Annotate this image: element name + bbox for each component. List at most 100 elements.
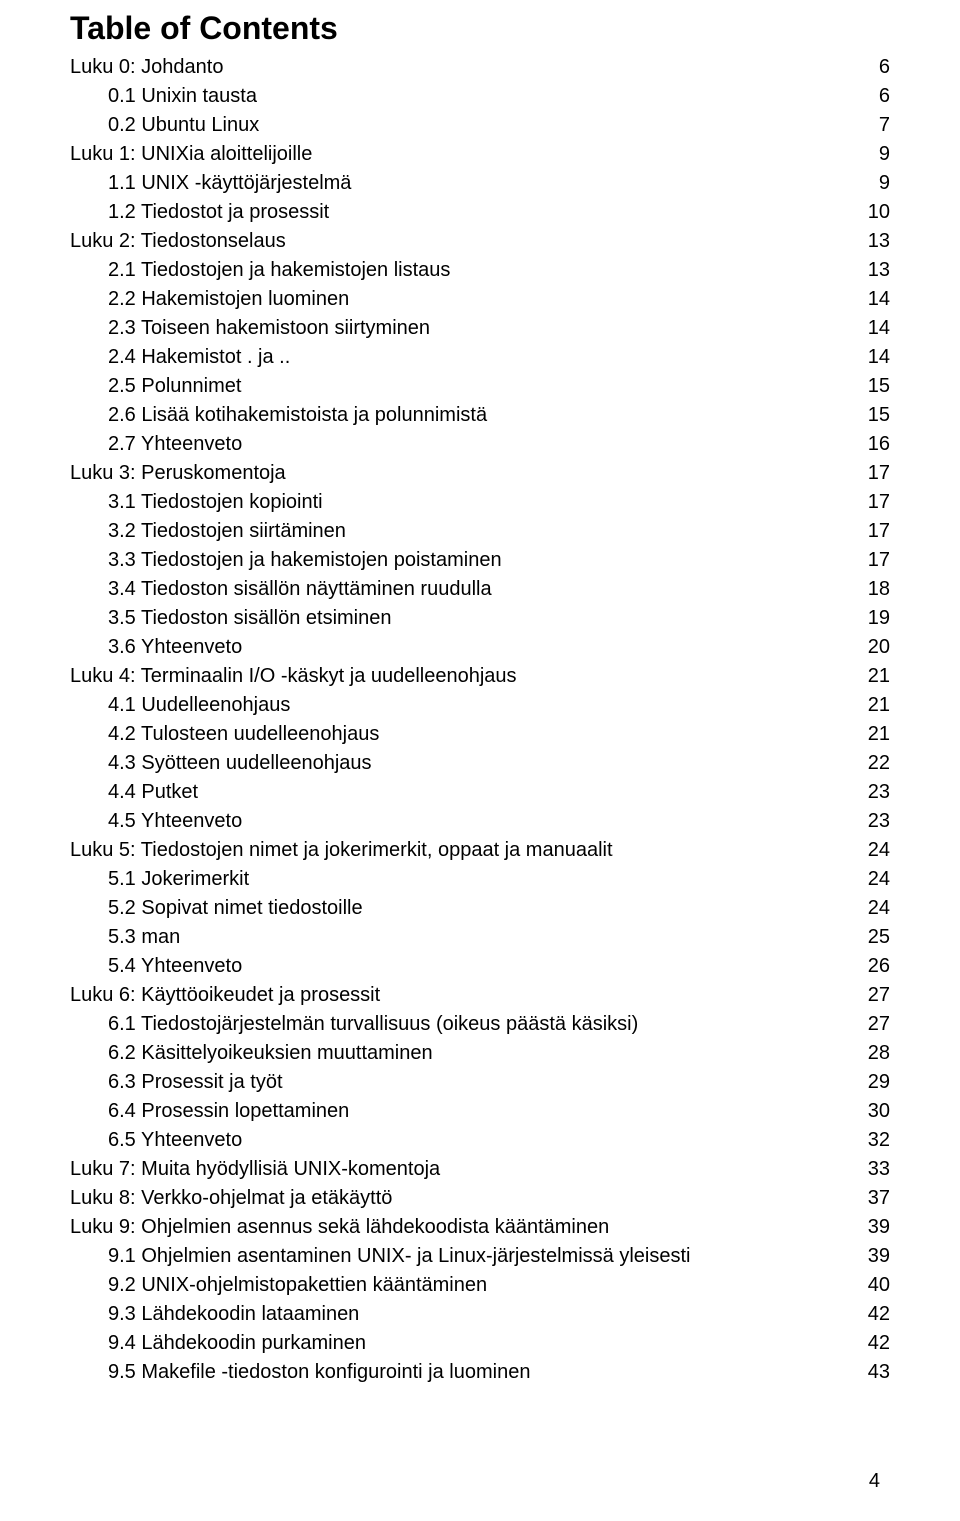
toc-entry-page: 39 bbox=[868, 1242, 890, 1271]
toc-entry-label: 9.3 Lähdekoodin lataaminen bbox=[108, 1300, 359, 1329]
toc-entry[interactable]: 3.5 Tiedoston sisällön etsiminen19 bbox=[70, 604, 890, 633]
toc-entry[interactable]: 3.4 Tiedoston sisällön näyttäminen ruudu… bbox=[70, 575, 890, 604]
toc-entry[interactable]: 2.3 Toiseen hakemistoon siirtyminen14 bbox=[70, 314, 890, 343]
toc-entry[interactable]: Luku 6: Käyttöoikeudet ja prosessit27 bbox=[70, 981, 890, 1010]
toc-entry[interactable]: Luku 1: UNIXia aloittelijoille 9 bbox=[70, 140, 890, 169]
toc-entry-page: 33 bbox=[868, 1155, 890, 1184]
toc-entry[interactable]: 2.1 Tiedostojen ja hakemistojen listaus1… bbox=[70, 256, 890, 285]
toc-entry[interactable]: 1.2 Tiedostot ja prosessit10 bbox=[70, 198, 890, 227]
toc-entry-label: 6.2 Käsittelyoikeuksien muuttaminen bbox=[108, 1039, 433, 1068]
toc-entry[interactable]: Luku 4: Terminaalin I/O -käskyt ja uudel… bbox=[70, 662, 890, 691]
toc-entry[interactable]: 3.3 Tiedostojen ja hakemistojen poistami… bbox=[70, 546, 890, 575]
toc-entry-label: Luku 9: Ohjelmien asennus sekä lähdekood… bbox=[70, 1213, 609, 1242]
toc-entry[interactable]: 6.2 Käsittelyoikeuksien muuttaminen28 bbox=[70, 1039, 890, 1068]
toc-entry[interactable]: 5.1 Jokerimerkit24 bbox=[70, 865, 890, 894]
toc-list: Luku 0: Johdanto 60.1 Unixin tausta60.2 U… bbox=[70, 53, 890, 1387]
toc-entry-label: 6.1 Tiedostojärjestelmän turvallisuus (o… bbox=[108, 1010, 638, 1039]
toc-entry-page: 14 bbox=[868, 314, 890, 343]
toc-entry[interactable]: 3.6 Yhteenveto20 bbox=[70, 633, 890, 662]
toc-entry-page: 25 bbox=[868, 923, 890, 952]
toc-entry[interactable]: 1.1 UNIX -käyttöjärjestelmä9 bbox=[70, 169, 890, 198]
toc-entry-label: 3.4 Tiedoston sisällön näyttäminen ruudu… bbox=[108, 575, 492, 604]
toc-entry-label: 0.2 Ubuntu Linux bbox=[108, 111, 259, 140]
toc-entry-label: 9.1 Ohjelmien asentaminen UNIX- ja Linux… bbox=[108, 1242, 690, 1271]
toc-entry[interactable]: 6.4 Prosessin lopettaminen30 bbox=[70, 1097, 890, 1126]
toc-entry-page: 9 bbox=[879, 140, 890, 169]
toc-entry[interactable]: 5.3 man 25 bbox=[70, 923, 890, 952]
toc-entry[interactable]: 2.7 Yhteenveto16 bbox=[70, 430, 890, 459]
toc-entry[interactable]: Luku 8: Verkko-ohjelmat ja etäkäyttö37 bbox=[70, 1184, 890, 1213]
toc-entry-page: 43 bbox=[868, 1358, 890, 1387]
toc-entry[interactable]: 2.6 Lisää kotihakemistoista ja polunnimi… bbox=[70, 401, 890, 430]
toc-entry-label: 4.2 Tulosteen uudelleenohjaus bbox=[108, 720, 379, 749]
toc-entry-label: 4.4 Putket bbox=[108, 778, 198, 807]
toc-entry-label: 4.5 Yhteenveto bbox=[108, 807, 242, 836]
toc-entry[interactable]: 6.5 Yhteenveto32 bbox=[70, 1126, 890, 1155]
toc-entry-page: 29 bbox=[868, 1068, 890, 1097]
toc-entry[interactable]: 9.1 Ohjelmien asentaminen UNIX- ja Linux… bbox=[70, 1242, 890, 1271]
toc-entry[interactable]: 0.1 Unixin tausta6 bbox=[70, 82, 890, 111]
toc-entry-label: 4.3 Syötteen uudelleenohjaus bbox=[108, 749, 372, 778]
toc-entry[interactable]: Luku 0: Johdanto 6 bbox=[70, 53, 890, 82]
toc-entry-label: 2.7 Yhteenveto bbox=[108, 430, 242, 459]
toc-entry-label: Luku 0: Johdanto bbox=[70, 53, 223, 82]
toc-entry-page: 22 bbox=[868, 749, 890, 778]
toc-entry-label: 2.2 Hakemistojen luominen bbox=[108, 285, 349, 314]
toc-entry-label: 5.4 Yhteenveto bbox=[108, 952, 242, 981]
toc-entry-label: Luku 2: Tiedostonselaus bbox=[70, 227, 286, 256]
toc-entry[interactable]: 5.4 Yhteenveto26 bbox=[70, 952, 890, 981]
toc-entry-label: 5.2 Sopivat nimet tiedostoille bbox=[108, 894, 363, 923]
toc-entry[interactable]: Luku 7: Muita hyödyllisiä UNIX-komentoja… bbox=[70, 1155, 890, 1184]
toc-entry-page: 10 bbox=[868, 198, 890, 227]
toc-entry[interactable]: 4.3 Syötteen uudelleenohjaus 22 bbox=[70, 749, 890, 778]
toc-entry-page: 15 bbox=[868, 372, 890, 401]
toc-entry[interactable]: 9.3 Lähdekoodin lataaminen 42 bbox=[70, 1300, 890, 1329]
toc-entry-page: 18 bbox=[868, 575, 890, 604]
toc-entry[interactable]: 3.2 Tiedostojen siirtäminen17 bbox=[70, 517, 890, 546]
toc-entry[interactable]: 9.4 Lähdekoodin purkaminen42 bbox=[70, 1329, 890, 1358]
toc-entry-label: Luku 5: Tiedostojen nimet ja jokerimerki… bbox=[70, 836, 613, 865]
toc-entry-page: 20 bbox=[868, 633, 890, 662]
toc-entry-label: 2.5 Polunnimet bbox=[108, 372, 241, 401]
page-container: Table of Contents Luku 0: Johdanto60.1 U… bbox=[0, 0, 960, 1521]
toc-entry[interactable]: 9.5 Makefile -tiedoston konfigurointi ja… bbox=[70, 1358, 890, 1387]
toc-entry-label: 3.5 Tiedoston sisällön etsiminen bbox=[108, 604, 392, 633]
toc-entry-page: 17 bbox=[868, 488, 890, 517]
toc-entry-page: 7 bbox=[879, 111, 890, 140]
toc-entry[interactable]: 4.1 Uudelleenohjaus21 bbox=[70, 691, 890, 720]
toc-entry-label: Luku 3: Peruskomentoja bbox=[70, 459, 286, 488]
toc-entry[interactable]: Luku 2: Tiedostonselaus 13 bbox=[70, 227, 890, 256]
toc-entry[interactable]: 4.2 Tulosteen uudelleenohjaus21 bbox=[70, 720, 890, 749]
toc-entry-page: 21 bbox=[868, 691, 890, 720]
toc-entry[interactable]: 0.2 Ubuntu Linux 7 bbox=[70, 111, 890, 140]
toc-entry-label: 5.3 man bbox=[108, 923, 180, 952]
toc-entry-page: 6 bbox=[879, 53, 890, 82]
toc-entry[interactable]: 2.2 Hakemistojen luominen14 bbox=[70, 285, 890, 314]
toc-entry[interactable]: 6.1 Tiedostojärjestelmän turvallisuus (o… bbox=[70, 1010, 890, 1039]
toc-entry[interactable]: 5.2 Sopivat nimet tiedostoille24 bbox=[70, 894, 890, 923]
page-number: 4 bbox=[869, 1470, 880, 1493]
toc-entry-page: 13 bbox=[868, 227, 890, 256]
toc-entry-page: 17 bbox=[868, 546, 890, 575]
toc-entry-label: 5.1 Jokerimerkit bbox=[108, 865, 249, 894]
toc-entry[interactable]: 6.3 Prosessit ja työt 29 bbox=[70, 1068, 890, 1097]
toc-entry[interactable]: Luku 9: Ohjelmien asennus sekä lähdekood… bbox=[70, 1213, 890, 1242]
toc-entry[interactable]: 3.1 Tiedostojen kopiointi17 bbox=[70, 488, 890, 517]
toc-entry-label: 9.4 Lähdekoodin purkaminen bbox=[108, 1329, 366, 1358]
toc-entry-page: 42 bbox=[868, 1300, 890, 1329]
toc-entry[interactable]: 2.4 Hakemistot . ja ..14 bbox=[70, 343, 890, 372]
toc-entry-page: 23 bbox=[868, 778, 890, 807]
toc-entry-label: 2.1 Tiedostojen ja hakemistojen listaus bbox=[108, 256, 450, 285]
toc-entry-label: 6.3 Prosessit ja työt bbox=[108, 1068, 283, 1097]
toc-entry[interactable]: 9.2 UNIX-ohjelmistopakettien kääntäminen… bbox=[70, 1271, 890, 1300]
toc-entry-label: Luku 8: Verkko-ohjelmat ja etäkäyttö bbox=[70, 1184, 392, 1213]
toc-entry[interactable]: 2.5 Polunnimet 15 bbox=[70, 372, 890, 401]
toc-entry-page: 15 bbox=[868, 401, 890, 430]
toc-entry-label: 2.4 Hakemistot . ja .. bbox=[108, 343, 290, 372]
toc-entry[interactable]: 4.5 Yhteenveto23 bbox=[70, 807, 890, 836]
toc-entry[interactable]: Luku 3: Peruskomentoja17 bbox=[70, 459, 890, 488]
toc-entry[interactable]: 4.4 Putket 23 bbox=[70, 778, 890, 807]
toc-entry-page: 17 bbox=[868, 517, 890, 546]
toc-entry-label: Luku 1: UNIXia aloittelijoille bbox=[70, 140, 312, 169]
toc-entry[interactable]: Luku 5: Tiedostojen nimet ja jokerimerki… bbox=[70, 836, 890, 865]
